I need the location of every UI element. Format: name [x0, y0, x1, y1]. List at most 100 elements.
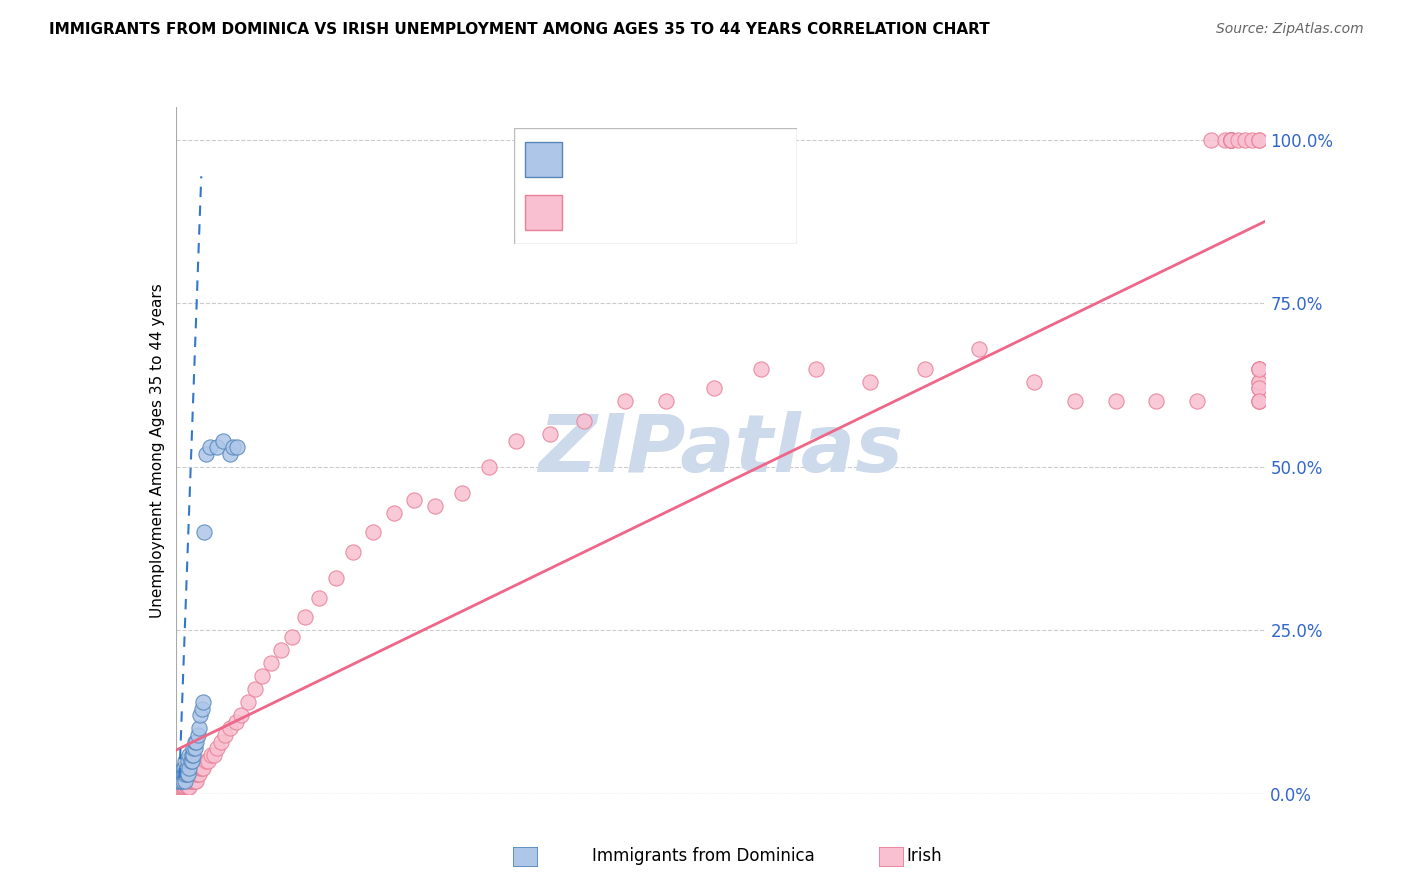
- Point: [1227, 133, 1250, 147]
- Point: [243, 682, 266, 697]
- Point: [382, 506, 405, 520]
- Point: [197, 754, 219, 768]
- Text: Irish: Irish: [907, 847, 942, 865]
- Text: Immigrants from Dominica: Immigrants from Dominica: [592, 847, 814, 865]
- Point: [1247, 394, 1270, 409]
- Text: ZIPatlas: ZIPatlas: [538, 411, 903, 490]
- Point: [1247, 375, 1270, 389]
- Point: [914, 361, 936, 376]
- Point: [169, 773, 191, 788]
- Point: [194, 447, 217, 461]
- Point: [260, 656, 283, 670]
- Point: [172, 780, 194, 795]
- Point: [186, 767, 209, 781]
- Point: [1240, 133, 1263, 147]
- Point: [172, 767, 194, 781]
- Point: [188, 761, 211, 775]
- Point: [200, 747, 222, 762]
- Point: [181, 767, 204, 781]
- Point: [174, 780, 197, 795]
- Point: [174, 773, 197, 788]
- Point: [1233, 133, 1256, 147]
- Point: [1247, 361, 1270, 376]
- Point: [270, 643, 292, 657]
- FancyBboxPatch shape: [879, 847, 904, 867]
- Point: [183, 773, 205, 788]
- Point: [181, 747, 204, 762]
- Point: [1220, 133, 1243, 147]
- Point: [294, 610, 316, 624]
- Point: [177, 754, 200, 768]
- Point: [1104, 394, 1126, 409]
- Point: [183, 767, 205, 781]
- Point: [1187, 394, 1209, 409]
- Point: [181, 773, 204, 788]
- Point: [969, 342, 991, 356]
- Point: [170, 773, 193, 788]
- Point: [179, 773, 201, 788]
- Point: [423, 499, 446, 513]
- Point: [174, 767, 197, 781]
- Point: [174, 767, 197, 781]
- Point: [177, 767, 200, 781]
- Point: [1063, 394, 1085, 409]
- Point: [478, 459, 501, 474]
- Point: [1220, 133, 1243, 147]
- Point: [187, 722, 209, 736]
- Point: [167, 767, 190, 781]
- Point: [177, 780, 200, 795]
- Point: [751, 361, 773, 376]
- Point: [179, 761, 201, 775]
- Point: [342, 545, 364, 559]
- Point: [180, 767, 202, 781]
- Point: [167, 780, 190, 795]
- Point: [180, 773, 202, 788]
- Point: [180, 754, 202, 768]
- Point: [186, 728, 209, 742]
- Point: [186, 767, 208, 781]
- Point: [166, 773, 188, 788]
- Point: [190, 761, 212, 775]
- Point: [655, 394, 678, 409]
- Point: [1199, 133, 1222, 147]
- Point: [198, 440, 221, 454]
- Point: [1144, 394, 1167, 409]
- Point: [170, 773, 193, 788]
- Point: [325, 571, 347, 585]
- Point: [209, 734, 232, 748]
- Point: [205, 741, 228, 756]
- Point: [177, 773, 200, 788]
- Point: [859, 375, 882, 389]
- Point: [404, 492, 426, 507]
- Point: [1247, 394, 1270, 409]
- Point: [174, 773, 197, 788]
- Point: [190, 702, 212, 716]
- Point: [205, 440, 228, 454]
- Point: [167, 773, 190, 788]
- Point: [177, 767, 200, 781]
- Point: [1247, 361, 1270, 376]
- Point: [169, 780, 191, 795]
- Point: [188, 708, 211, 723]
- Point: [176, 761, 198, 775]
- Point: [280, 630, 302, 644]
- Point: [166, 780, 188, 795]
- Point: [173, 767, 195, 781]
- Point: [225, 714, 247, 729]
- Point: [226, 440, 249, 454]
- Point: [173, 761, 195, 775]
- Point: [574, 414, 596, 428]
- Point: [1220, 133, 1243, 147]
- Point: [236, 695, 259, 709]
- Point: [1220, 133, 1243, 147]
- Point: [250, 669, 273, 683]
- Point: [1220, 133, 1243, 147]
- Point: [172, 773, 194, 788]
- Point: [173, 780, 195, 795]
- Point: [219, 447, 242, 461]
- Point: [1247, 133, 1270, 147]
- Point: [169, 773, 191, 788]
- Point: [167, 773, 190, 788]
- Point: [212, 434, 235, 448]
- Point: [614, 394, 637, 409]
